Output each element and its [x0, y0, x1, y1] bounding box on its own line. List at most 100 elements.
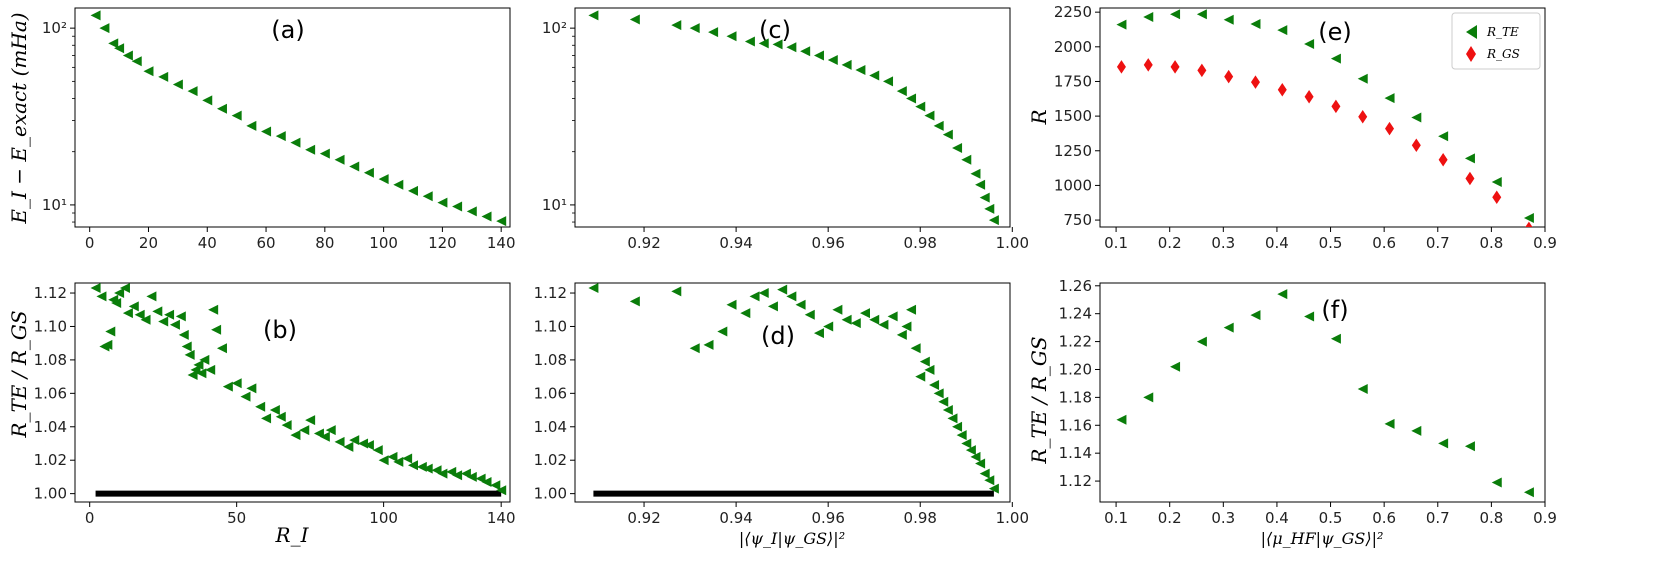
- panel-c-point-e-i: [915, 101, 926, 112]
- panel-e-point-r-gs: [1385, 121, 1395, 136]
- panel-f-point-ratio: [1384, 418, 1395, 429]
- panel-c-point-e-i: [629, 14, 640, 25]
- panel-f-xtick-label: 0.9: [1533, 509, 1557, 527]
- panel-a-point-e-i: [349, 161, 360, 172]
- panel-a-point-e-i: [261, 126, 272, 137]
- panel-c-label: (c): [759, 16, 791, 44]
- panel-d-label: (d): [761, 322, 795, 350]
- panel-a-point-e-i: [122, 50, 133, 61]
- panel-f-ytick-label: 1.12: [1059, 472, 1092, 490]
- panel-b-point-ratio: [437, 468, 448, 479]
- panel-b-point-ratio: [102, 339, 113, 350]
- panel-b-point-ratio: [334, 436, 345, 447]
- panel-e-point-r-te: [1523, 212, 1534, 223]
- panel-d-axes: 0.92 0.94 0.96 0.98 1.00 1.00 1.02 1.04 1.06 1.08…: [534, 284, 1029, 527]
- panel-b-point-ratio: [319, 431, 330, 442]
- panel-b-ytick-label: 1.04: [34, 418, 67, 436]
- panel-e-point-r-te: [1250, 18, 1261, 29]
- panel-b-point-ratio: [146, 291, 157, 302]
- panel-b-point-ratio: [164, 309, 175, 320]
- panel-a-xtick-label: 80: [315, 234, 334, 252]
- panel-d-point-ratio: [841, 314, 852, 325]
- panel-c-point-e-i: [970, 168, 981, 179]
- panel-b-point-ratio: [387, 451, 398, 462]
- panel-a-label: (a): [271, 16, 304, 44]
- panel-d-point-ratio: [860, 308, 870, 319]
- panel-c-point-e-i: [827, 55, 838, 66]
- panel-d-point-ratio: [961, 438, 972, 449]
- panel-d-point-ratio: [777, 284, 788, 295]
- panel-c-ytick-label: 10¹: [542, 196, 567, 214]
- panel-d-point-ratio: [740, 308, 751, 319]
- panel-c-point-e-i: [988, 215, 999, 226]
- panel-d-point-ratio: [952, 421, 963, 432]
- panel-f-xtick-label: 0.4: [1265, 509, 1289, 527]
- panel-e-xtick-label: 0.3: [1211, 234, 1235, 252]
- panel-e-point-r-te: [1170, 9, 1181, 20]
- panel-c-point-e-i: [772, 39, 783, 50]
- panel-b-point-ratio: [269, 405, 280, 416]
- panel-a-point-e-i: [158, 71, 169, 82]
- panel-e-ytick-label: 1000: [1054, 176, 1092, 194]
- panel-c-point-e-i: [869, 70, 880, 81]
- panel-f-point-ratio: [1277, 289, 1288, 300]
- panel-e-xtick-label: 0.8: [1479, 234, 1503, 252]
- panel-d-point-ratio: [938, 396, 949, 407]
- panel-b-point-ratio: [114, 288, 125, 299]
- panel-c-point-e-i: [979, 192, 990, 203]
- panel-d-point-ratio: [786, 291, 797, 302]
- panel-f-ytick-label: 1.16: [1059, 416, 1092, 434]
- panel-e-point-r-gs: [1304, 89, 1314, 104]
- panel-b-point-ratio: [105, 326, 116, 337]
- panel-b-axes: 0 50 100 140 1.00 1.02 1.04 1.06 1.08 1.10 1.12: [34, 284, 516, 527]
- panel-d-point-ratio: [629, 296, 640, 307]
- panel-d-point-ratio: [703, 339, 714, 350]
- panel-b-point-ratio: [343, 441, 354, 452]
- panel-f-xtick-label: 0.2: [1158, 509, 1182, 527]
- panel-c-point-e-i: [786, 42, 797, 53]
- panel-b-point-ratio: [187, 369, 198, 380]
- panel-b-point-ratio: [231, 378, 242, 389]
- panel-d-point-ratio: [979, 468, 990, 479]
- panel-b-point-ratio: [490, 480, 501, 491]
- panel-d-marks: [588, 283, 999, 497]
- panel-b-label: (b): [263, 316, 297, 344]
- panel-f-point-ratio: [1116, 414, 1127, 425]
- panel-e-point-r-te: [1277, 25, 1288, 36]
- panel-f-point-ratio: [1330, 333, 1341, 344]
- panel-d-point-ratio: [823, 321, 834, 332]
- panel-f-label: (f): [1321, 296, 1348, 324]
- panel-c-point-e-i: [813, 50, 824, 61]
- panel-f-xtick-label: 0.7: [1426, 509, 1450, 527]
- panel-a-xtick-label: 120: [428, 234, 457, 252]
- panel-b-point-ratio: [325, 425, 336, 436]
- panel-e-point-r-te: [1384, 93, 1395, 104]
- panel-b-point-ratio: [475, 473, 486, 484]
- panel-c-point-e-i: [961, 154, 972, 165]
- panel-b-point-ratio: [140, 314, 151, 325]
- panel-c-xtick-label: 0.96: [811, 234, 844, 252]
- panel-b-point-ratio: [175, 311, 186, 322]
- panel-b-point-ratio: [261, 413, 272, 424]
- panel-b-xtick-label: 140: [487, 509, 516, 527]
- panel-d-point-ratio: [689, 343, 700, 354]
- panel-c-point-e-i: [975, 179, 986, 190]
- panel-f-axes: 0.1 0.2 0.3 0.4 0.5 0.6 0.7 0.8 0.9 1.12 1.14 1.16 1…: [1059, 277, 1557, 527]
- panel-a-point-e-i: [231, 110, 242, 121]
- panel-e-point-r-gs: [1143, 58, 1153, 72]
- panel-c-axes: 0.92 0.94 0.96 0.98 1.00 10¹ 10²: [542, 19, 1029, 252]
- panel-f-point-ratio: [1143, 392, 1154, 403]
- panel-e-point-r-te: [1196, 9, 1207, 20]
- panel-a-point-e-i: [452, 201, 463, 212]
- panel-e-point-r-te: [1411, 112, 1422, 123]
- panel-d-ytick-label: 1.08: [534, 351, 567, 369]
- panel-b-point-ratio: [408, 460, 419, 471]
- panel-a-ytick-label: 10²: [42, 19, 67, 37]
- panel-e-axes: 0.1 0.2 0.3 0.4 0.5 0.6 0.7 0.8 0.9 750 1000 1250 15…: [1054, 3, 1557, 252]
- panel-d-point-ratio: [717, 326, 728, 337]
- panel-a-point-e-i: [290, 137, 301, 148]
- panel-b-point-ratio: [378, 455, 389, 466]
- panel-e-point-r-gs: [1331, 99, 1341, 114]
- panel-b-point-ratio: [246, 383, 257, 394]
